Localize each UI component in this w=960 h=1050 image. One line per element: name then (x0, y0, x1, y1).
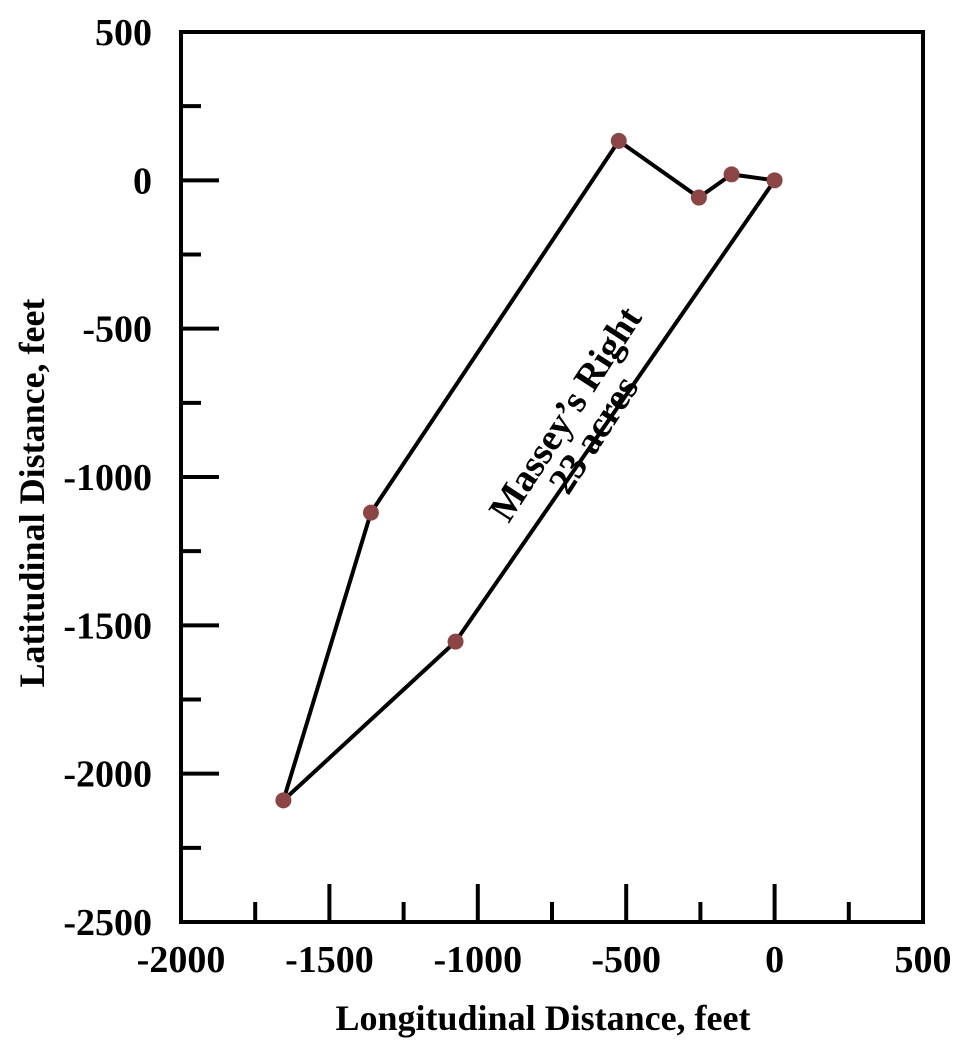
y-tick-label: -1000 (63, 457, 152, 499)
y-tick-label: -2000 (63, 754, 152, 796)
survey-point-marker (723, 166, 740, 183)
y-tick-label: -2500 (63, 902, 152, 944)
property-boundary (281, 138, 777, 803)
x-tick-label: 500 (895, 939, 952, 981)
survey-point-marker (610, 132, 627, 149)
axis-ticks (181, 104, 851, 922)
x-tick-label: -2000 (137, 939, 226, 981)
survey-point-marker (766, 172, 783, 189)
x-tick-label: -500 (591, 939, 661, 981)
survey-point-marker (362, 504, 379, 521)
x-tick-label: 0 (765, 939, 784, 981)
y-tick-label: 500 (95, 12, 152, 54)
y-axis-title: Latitudinal Distance, feet (12, 299, 52, 688)
x-axis-title: Longitudinal Distance, feet (335, 998, 750, 1038)
axis-tick-labels: -2000 -1500 -1000 -500 0 500 500 0 -500 -1000 -150… (63, 12, 951, 981)
x-tick-label: -1500 (285, 939, 374, 981)
survey-point-marker (447, 633, 464, 650)
y-tick-label: -500 (82, 309, 152, 351)
survey-point-marker (690, 189, 707, 206)
boundary-segment (368, 138, 621, 515)
boundary-segment (453, 178, 777, 644)
y-tick-label: -1500 (63, 605, 152, 647)
boundary-segment (281, 639, 458, 803)
survey-points (275, 132, 783, 809)
y-tick-label: 0 (133, 160, 152, 202)
boundary-segment (281, 510, 373, 803)
survey-point-marker (275, 792, 292, 809)
boundary-segment (616, 138, 701, 200)
x-tick-label: -1000 (433, 939, 522, 981)
